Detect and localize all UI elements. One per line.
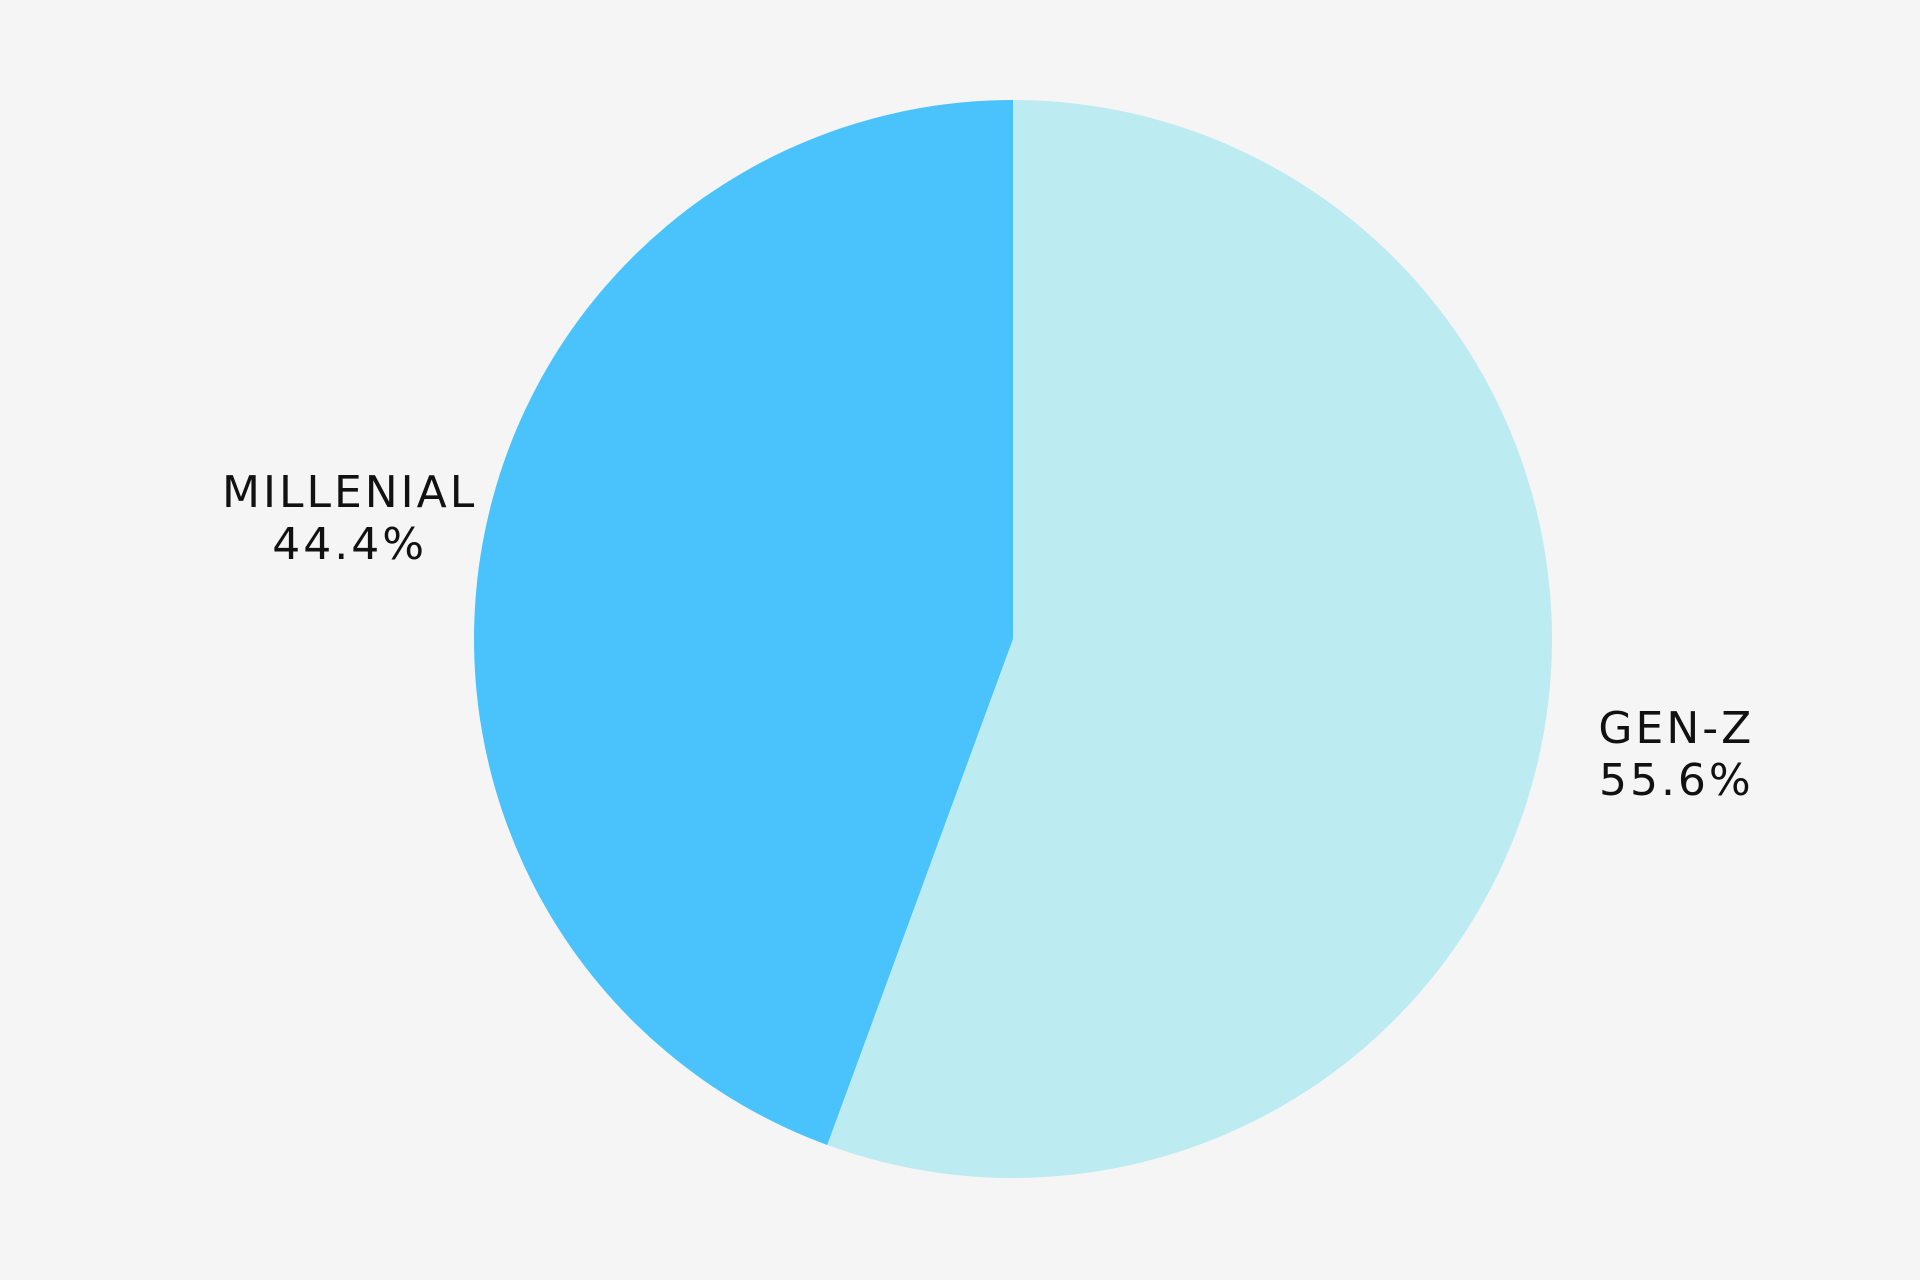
slice-label: MILLENIAL — [222, 467, 477, 518]
pie-slice — [827, 100, 1553, 1178]
slice-value-label: 55.6% — [1599, 755, 1754, 806]
slice-value-label: 44.4% — [272, 519, 427, 570]
slice-label: GEN-Z — [1598, 703, 1754, 754]
pie-slice — [474, 100, 1014, 1145]
